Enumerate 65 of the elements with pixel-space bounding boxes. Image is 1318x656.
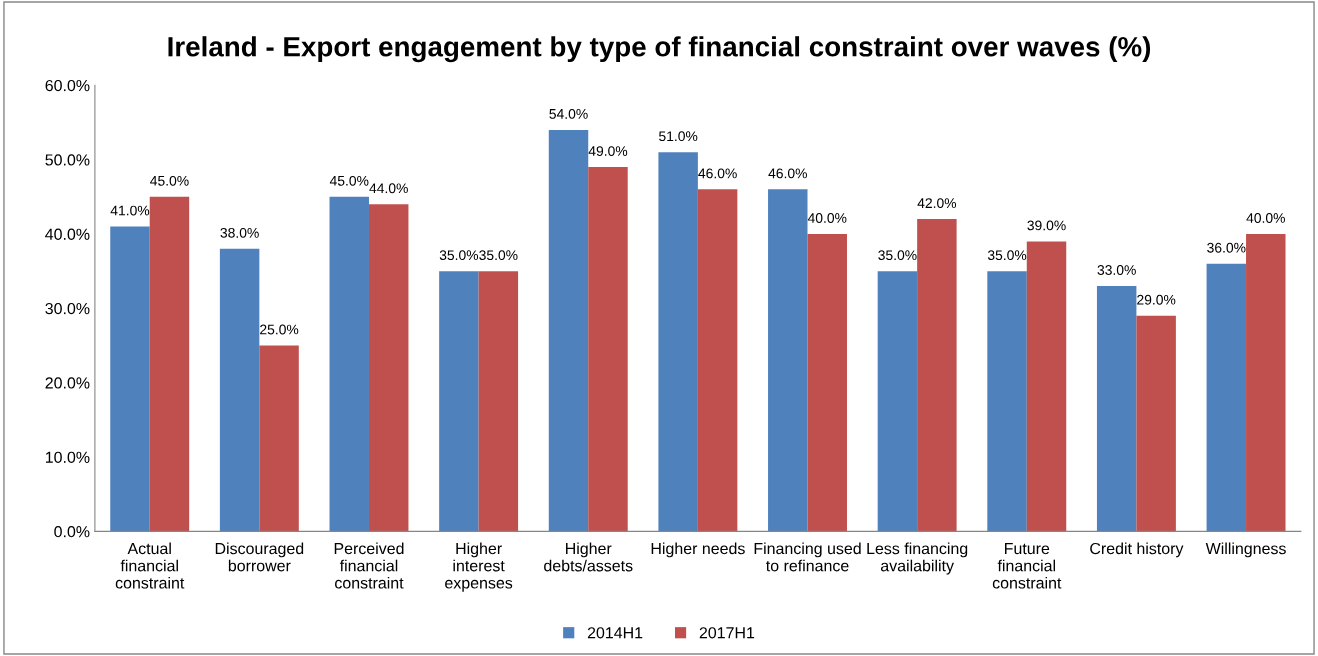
- y-tick-label: 30.0%: [45, 302, 90, 315]
- y-tick-label: 20.0%: [45, 377, 90, 389]
- data-label: 35.0%: [439, 250, 479, 261]
- bar: [768, 189, 808, 532]
- bar: [877, 271, 918, 532]
- data-label: 51.0%: [659, 131, 698, 142]
- bar: [1206, 263, 1247, 532]
- x-tick-label: Credit history: [1090, 542, 1184, 558]
- bar: [439, 271, 479, 532]
- legend-label: 2017H1: [699, 627, 755, 639]
- x-tick-label: Actual financial constraint: [115, 542, 185, 589]
- y-tick-label: 10.0%: [45, 451, 90, 463]
- bar: [149, 196, 190, 532]
- y-tick-label: 40.0%: [45, 228, 90, 240]
- data-label: 33.0%: [1097, 265, 1136, 275]
- x-tick-label: Higher needs: [651, 542, 745, 558]
- bar: [917, 219, 957, 532]
- x-tick-label: Financing used to refinance: [754, 542, 861, 572]
- y-tick-label: 50.0%: [45, 154, 90, 166]
- y-tick-label: 60.0%: [45, 79, 90, 92]
- x-tick-label: Future financial constraint: [992, 543, 1062, 589]
- bar: [987, 271, 1027, 532]
- data-label: 29.0%: [1137, 294, 1176, 305]
- data-label: 44.0%: [369, 183, 408, 194]
- bar: [697, 189, 738, 532]
- data-label: 45.0%: [150, 175, 189, 186]
- x-tick-label: Perceived financial constraint: [334, 542, 404, 589]
- y-tick-label: 0.0%: [54, 525, 90, 538]
- data-label: 40.0%: [1246, 213, 1285, 223]
- data-label: 39.0%: [1027, 220, 1066, 231]
- bar: [807, 233, 847, 532]
- data-label: 49.0%: [588, 146, 628, 156]
- bar: [658, 152, 698, 532]
- bar: [548, 129, 589, 532]
- data-label: 46.0%: [698, 168, 737, 179]
- data-label: 25.0%: [260, 324, 299, 335]
- x-tick-label: Willingness: [1205, 542, 1286, 558]
- data-label: 42.0%: [917, 198, 957, 209]
- data-label: 36.0%: [1207, 242, 1246, 253]
- bar: [478, 271, 519, 532]
- bar: [329, 196, 369, 532]
- bar: [368, 204, 409, 532]
- data-label: 35.0%: [878, 250, 917, 261]
- bar: [588, 167, 628, 532]
- x-tick-label: Discouraged borrower: [215, 542, 304, 572]
- data-label: 46.0%: [768, 168, 807, 179]
- bar: [219, 248, 260, 532]
- x-tick-label: Higher debts/assets: [544, 542, 633, 572]
- data-label: 45.0%: [329, 175, 369, 186]
- legend-label: 2014H1: [587, 627, 643, 639]
- bar: [1246, 233, 1286, 532]
- bar: [1096, 286, 1137, 532]
- data-label: 35.0%: [479, 250, 518, 261]
- data-label: 38.0%: [220, 227, 259, 238]
- x-tick-label: Higher interest expenses: [445, 542, 513, 592]
- bar: [1136, 315, 1176, 532]
- bar: [1026, 241, 1067, 532]
- data-label: 40.0%: [807, 213, 847, 223]
- data-label: 41.0%: [110, 205, 150, 216]
- chart-title: Ireland - Export engagement by type of financial constraint over waves (%): [168, 36, 1151, 63]
- x-tick-label: Less financing availability: [867, 542, 968, 575]
- bar: [259, 345, 299, 532]
- data-label: 35.0%: [987, 250, 1027, 261]
- data-label: 54.0%: [549, 108, 588, 119]
- bar: [110, 226, 150, 532]
